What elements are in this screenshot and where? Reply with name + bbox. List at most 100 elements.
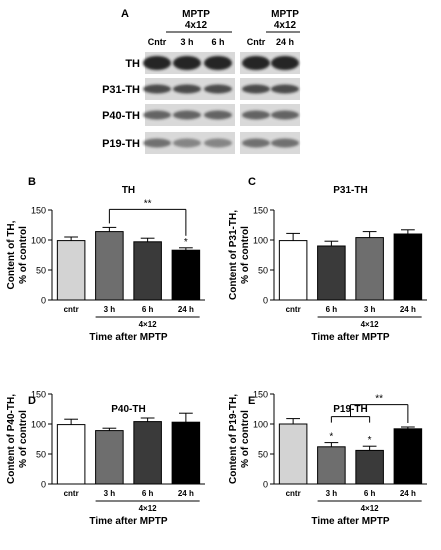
- blot-band: [173, 110, 201, 120]
- y-tick-label: 0: [41, 480, 46, 490]
- blot-band: [242, 110, 270, 120]
- y-tick-label: 150: [31, 390, 46, 400]
- blot-band: [204, 110, 232, 120]
- blot-header-group1-line2: 4x12: [185, 20, 208, 31]
- blot-band: [143, 110, 171, 120]
- panel-label: D: [28, 395, 36, 407]
- y-tick-label: 50: [36, 450, 46, 460]
- chart-panel-d: D P40-TH 0 50 100 150 Content of P40-TH,% of c…: [6, 390, 205, 527]
- x-tick-label: 24 h: [178, 489, 194, 498]
- y-tick-label: 50: [258, 266, 268, 276]
- bar: [133, 421, 162, 485]
- blot-band: [242, 84, 270, 94]
- significance-mark: *: [329, 432, 333, 443]
- panel-label: E: [248, 395, 255, 407]
- panel-a-blot: A MPTP 4x12 MPTP 4x12 Cntr 3 h 6 h Cntr 24 h…: [102, 8, 300, 154]
- y-tick-label: 100: [31, 236, 46, 246]
- bar: [317, 245, 346, 301]
- blot-lane-label: 24 h: [276, 37, 294, 47]
- bar: [393, 428, 423, 485]
- y-tick-label: 0: [41, 296, 46, 306]
- x-tick-label: 6 h: [142, 305, 154, 314]
- group-label: 4×12: [139, 320, 158, 329]
- x-axis-label: Time after MPTP: [311, 332, 389, 343]
- blot-band: [204, 84, 232, 94]
- y-tick-label: 0: [263, 296, 268, 306]
- x-axis-label: Time after MPTP: [311, 516, 389, 527]
- x-tick-label: 24 h: [400, 305, 416, 314]
- bar: [355, 449, 384, 485]
- blot-row-label: P19-TH: [102, 138, 140, 150]
- significance-mark: *: [368, 435, 372, 446]
- bracket-mark: **: [144, 198, 152, 209]
- y-axis-label: % of control: [240, 226, 251, 284]
- x-tick-label: 3 h: [104, 489, 116, 498]
- bar: [171, 421, 201, 485]
- blot-header-group2-line1: MPTP: [271, 9, 299, 20]
- y-tick-label: 50: [258, 450, 268, 460]
- blot-lane-label: Cntr: [148, 37, 167, 47]
- y-axis-label: Content of P31-TH,: [228, 210, 239, 300]
- y-tick-label: 100: [253, 420, 268, 430]
- significance-mark: *: [184, 237, 188, 248]
- blot-band: [271, 56, 299, 70]
- bar: [278, 423, 308, 485]
- blot-band: [143, 56, 171, 70]
- blot-header-group1-line1: MPTP: [182, 9, 210, 20]
- blot-band: [204, 56, 232, 70]
- bar: [95, 430, 124, 485]
- x-tick-label: 6 h: [142, 489, 154, 498]
- x-tick-label: 3 h: [364, 305, 376, 314]
- bar: [56, 424, 86, 485]
- blot-band: [173, 84, 201, 94]
- y-tick-label: 0: [263, 480, 268, 490]
- group-label: 4×12: [361, 504, 380, 513]
- bar: [393, 233, 423, 301]
- blot-lane-label: 6 h: [211, 37, 224, 47]
- blot-band: [143, 84, 171, 94]
- blot-header-group2-line2: 4x12: [274, 20, 297, 31]
- x-tick-label: cntr: [64, 305, 79, 314]
- bar: [278, 240, 308, 301]
- blot-row-label: P31-TH: [102, 84, 140, 96]
- blot-band: [242, 138, 270, 148]
- blot-row: TH: [125, 52, 300, 74]
- x-tick-label: cntr: [64, 489, 79, 498]
- x-axis-label: Time after MPTP: [89, 332, 167, 343]
- bar: [171, 249, 201, 301]
- panel-label: B: [28, 176, 36, 188]
- x-tick-label: 6 h: [326, 305, 338, 314]
- x-tick-label: 6 h: [364, 489, 376, 498]
- bar: [56, 240, 86, 301]
- panel-a-label: A: [121, 8, 129, 20]
- blot-row: P40-TH: [102, 104, 300, 126]
- x-tick-label: 3 h: [104, 305, 116, 314]
- chart-title: P40-TH: [111, 404, 145, 415]
- x-tick-label: 24 h: [178, 305, 194, 314]
- y-axis-label: % of control: [240, 410, 251, 468]
- y-tick-label: 150: [31, 206, 46, 216]
- x-tick-label: cntr: [286, 489, 301, 498]
- bar: [355, 237, 384, 301]
- blot-row: P19-TH: [102, 132, 300, 154]
- y-tick-label: 100: [31, 420, 46, 430]
- x-tick-label: 24 h: [400, 489, 416, 498]
- chart-panel-c: C P31-TH 0 50 100 150 Content of P31-TH,% of c…: [228, 176, 427, 343]
- y-axis-label: % of control: [18, 226, 29, 284]
- y-axis-label: Content of P19-TH,: [228, 394, 239, 484]
- blot-band: [173, 56, 201, 70]
- bar: [95, 231, 124, 301]
- y-tick-label: 150: [253, 390, 268, 400]
- bar: [133, 241, 162, 301]
- bracket-mark: **: [375, 394, 383, 405]
- blot-band: [204, 138, 232, 148]
- chart-panel-b: B TH 0 50 100 150 Content of TH,% of control cn…: [6, 176, 205, 343]
- blot-row-label: TH: [125, 58, 140, 70]
- x-axis-label: Time after MPTP: [89, 516, 167, 527]
- y-axis-label: Content of TH,: [6, 220, 17, 289]
- blot-lane-label: 3 h: [180, 37, 193, 47]
- x-tick-label: 3 h: [326, 489, 338, 498]
- bar: [317, 446, 346, 485]
